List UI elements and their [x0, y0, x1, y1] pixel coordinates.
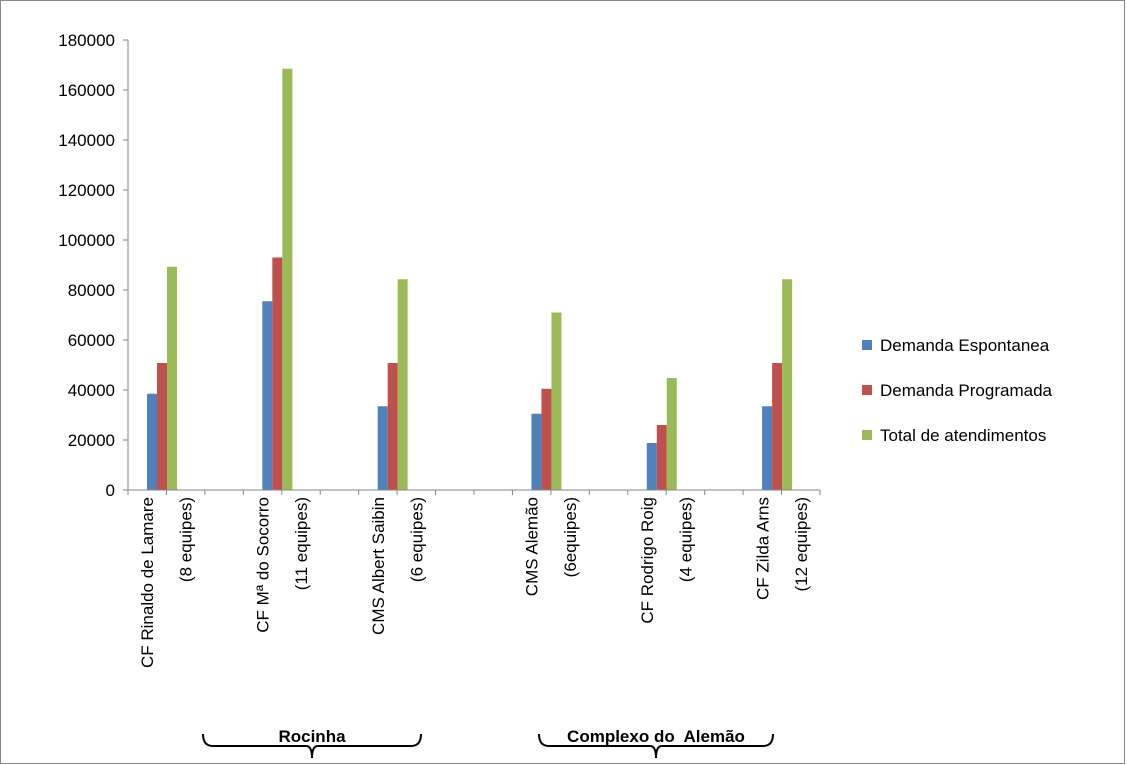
bars — [147, 68, 793, 490]
bar-demanda-espontanea-0 — [147, 393, 157, 490]
legend-swatch — [862, 430, 872, 440]
y-tick-label: 40000 — [68, 381, 115, 400]
category-label: (8 equipes) — [177, 497, 196, 582]
bar-demanda-programada-16 — [772, 363, 783, 490]
category-labels: CF Rinaldo de Lamare (8 equipes) CF Mª do … — [138, 497, 811, 668]
legend-swatch — [862, 385, 872, 395]
bar-total-de-atendimentos-13 — [666, 378, 677, 490]
bar-demanda-espontanea-10 — [531, 413, 542, 490]
bar-demanda-programada-6 — [387, 363, 398, 490]
category-label: (4 equipes) — [676, 497, 695, 582]
group-label: Complexo do Alemão — [567, 727, 745, 746]
bar-total-de-atendimentos-3 — [282, 68, 293, 490]
category-label: CF Rodrigo Roig — [638, 497, 657, 624]
bar-total-de-atendimentos-6 — [397, 279, 408, 490]
bar-demanda-espontanea-13 — [646, 443, 657, 490]
y-axis: 0 20000 40000 60000 80000 100000 120000 140000 1… — [58, 31, 129, 500]
bar-demanda-programada-10 — [541, 388, 552, 490]
group-bracket — [538, 733, 774, 759]
category-label: CF Zilda Arns — [753, 497, 772, 600]
bar-total-de-atendimentos-16 — [782, 279, 793, 490]
legend-label: Total de atendimentos — [880, 426, 1046, 445]
bar-demanda-espontanea-3 — [262, 301, 273, 490]
y-tick-label: 120000 — [58, 181, 115, 200]
y-tick-label: 160000 — [58, 81, 115, 100]
category-label: CF Rinaldo de Lamare — [138, 497, 157, 668]
category-label: CMS Albert Saibin — [369, 497, 388, 635]
y-tick-label: 20000 — [68, 431, 115, 450]
y-tick-label: 180000 — [58, 31, 115, 50]
category-label: (6equipes) — [561, 497, 580, 577]
legend-label: Demanda Espontanea — [880, 336, 1050, 355]
legend-swatch — [862, 340, 872, 350]
bar-demanda-espontanea-16 — [762, 406, 773, 490]
category-label: (11 equipes) — [292, 497, 311, 590]
bar-demanda-programada-13 — [656, 425, 667, 490]
group-bracket — [202, 733, 422, 759]
bar-demanda-programada-0 — [157, 363, 167, 490]
y-tick-label: 80000 — [68, 281, 115, 300]
y-tick-label: 140000 — [58, 131, 115, 150]
bar-demanda-espontanea-6 — [377, 406, 388, 490]
bar-total-de-atendimentos-10 — [551, 312, 562, 490]
legend-label: Demanda Programada — [880, 381, 1053, 400]
category-label: CMS Alemão — [523, 497, 542, 596]
category-label: (6 equipes) — [407, 497, 426, 582]
y-tick-label: 100000 — [58, 231, 115, 250]
x-axis — [127, 489, 821, 495]
y-tick-label: 60000 — [68, 331, 115, 350]
category-label: (12 equipes) — [792, 497, 811, 592]
group-label: Rocinha — [278, 727, 346, 746]
bar-total-de-atendimentos-0 — [167, 266, 177, 490]
y-tick-label: 0 — [106, 481, 115, 500]
bar-demanda-programada-3 — [272, 257, 283, 490]
legend: Demanda Espontanea Demanda Programada Tota… — [862, 336, 1053, 445]
group-brackets: Rocinha Complexo do Alemão — [202, 727, 774, 759]
category-label: CF Mª do Socorro — [254, 497, 273, 633]
